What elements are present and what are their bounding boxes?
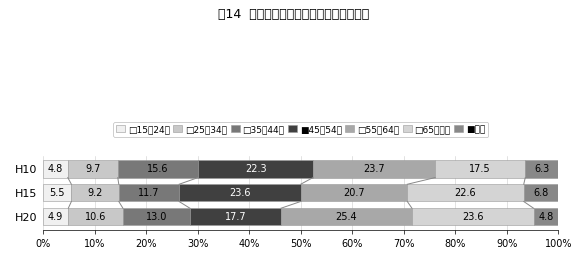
Bar: [68, 160, 118, 178]
Bar: [534, 208, 558, 225]
Bar: [525, 160, 558, 178]
Bar: [190, 208, 281, 225]
Text: 5.5: 5.5: [49, 188, 65, 198]
Text: 4.8: 4.8: [48, 164, 63, 174]
Bar: [43, 208, 68, 225]
Text: 17.7: 17.7: [225, 212, 247, 222]
Bar: [435, 160, 525, 178]
Text: 10.6: 10.6: [85, 212, 106, 222]
Legend: □15～24歳, □25～34歳, □35～44歳, ■45～54歳, □55～64歳, □65歳以上, ■女子: □15～24歳, □25～34歳, □35～44歳, ■45～54歳, □55～…: [113, 122, 488, 137]
Bar: [407, 184, 524, 201]
Bar: [281, 208, 412, 225]
Bar: [68, 208, 123, 225]
Bar: [123, 208, 190, 225]
Text: 23.7: 23.7: [363, 164, 385, 174]
Text: 25.4: 25.4: [336, 212, 357, 222]
Bar: [119, 184, 179, 201]
Bar: [313, 160, 435, 178]
Bar: [118, 160, 198, 178]
Text: 22.3: 22.3: [245, 164, 266, 174]
Bar: [179, 184, 301, 201]
Text: 9.7: 9.7: [85, 164, 100, 174]
Text: 23.6: 23.6: [462, 212, 484, 222]
Text: 図14  性別･男子年齢別漁業就業者の構成: 図14 性別･男子年齢別漁業就業者の構成: [218, 8, 369, 21]
Text: 20.7: 20.7: [343, 188, 365, 198]
Text: 6.3: 6.3: [534, 164, 549, 174]
Text: 17.5: 17.5: [470, 164, 491, 174]
Bar: [198, 160, 313, 178]
Text: 4.8: 4.8: [538, 212, 554, 222]
Bar: [43, 184, 72, 201]
Text: 4.9: 4.9: [48, 212, 63, 222]
Bar: [301, 184, 407, 201]
Bar: [43, 160, 68, 178]
Text: 15.6: 15.6: [147, 164, 168, 174]
Text: 13.0: 13.0: [146, 212, 167, 222]
Bar: [524, 184, 559, 201]
Text: 9.2: 9.2: [87, 188, 103, 198]
Bar: [72, 184, 119, 201]
Text: 23.6: 23.6: [229, 188, 251, 198]
Text: 22.6: 22.6: [455, 188, 476, 198]
Bar: [412, 208, 534, 225]
Text: 11.7: 11.7: [138, 188, 160, 198]
Text: 6.8: 6.8: [534, 188, 549, 198]
